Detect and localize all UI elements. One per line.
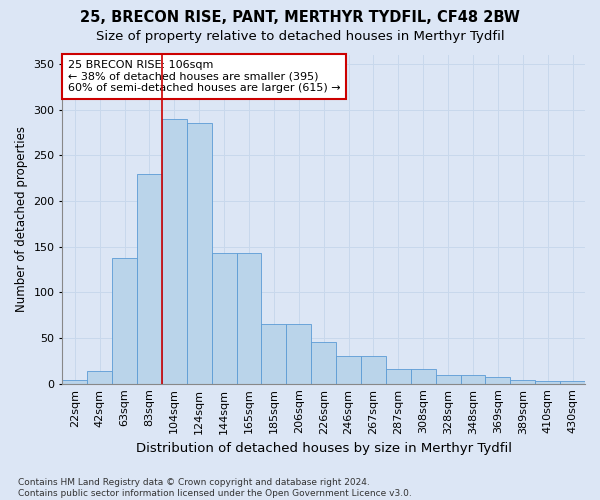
Bar [336,356,361,384]
Bar [386,369,411,384]
Y-axis label: Number of detached properties: Number of detached properties [15,126,28,312]
Bar [361,356,386,384]
Bar [286,324,311,384]
Bar [436,374,461,384]
Bar [187,124,212,384]
Bar [236,253,262,384]
Bar [535,381,560,384]
X-axis label: Distribution of detached houses by size in Merthyr Tydfil: Distribution of detached houses by size … [136,442,512,455]
Bar [311,342,336,384]
Text: Size of property relative to detached houses in Merthyr Tydfil: Size of property relative to detached ho… [95,30,505,43]
Bar [137,174,162,384]
Bar [485,378,511,384]
Bar [162,119,187,384]
Bar [411,369,436,384]
Text: 25 BRECON RISE: 106sqm
← 38% of detached houses are smaller (395)
60% of semi-de: 25 BRECON RISE: 106sqm ← 38% of detached… [68,60,340,93]
Bar [511,380,535,384]
Bar [87,371,112,384]
Text: 25, BRECON RISE, PANT, MERTHYR TYDFIL, CF48 2BW: 25, BRECON RISE, PANT, MERTHYR TYDFIL, C… [80,10,520,25]
Bar [262,324,286,384]
Bar [62,380,87,384]
Text: Contains HM Land Registry data © Crown copyright and database right 2024.
Contai: Contains HM Land Registry data © Crown c… [18,478,412,498]
Bar [560,381,585,384]
Bar [212,253,236,384]
Bar [112,258,137,384]
Bar [461,374,485,384]
